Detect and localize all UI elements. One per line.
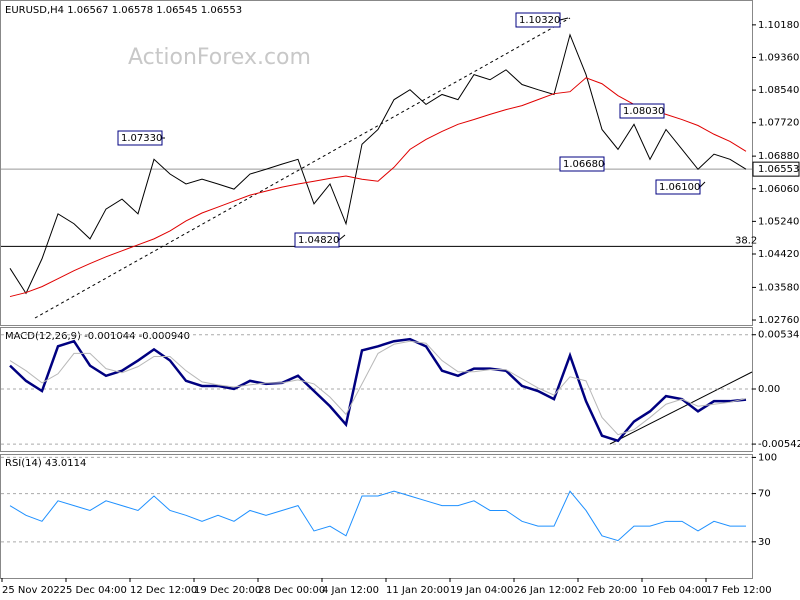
y-tick-label: 70	[758, 489, 771, 500]
trend-line	[34, 17, 571, 319]
x-tick-label: 4 Jan 12:00	[322, 585, 379, 596]
macd-panel	[0, 327, 753, 452]
x-tick-label: 17 Feb 12:00	[706, 585, 772, 596]
y-tick-label: 1.07720	[758, 118, 799, 129]
y-tick-label: 1.05240	[758, 216, 799, 227]
y-tick-label: 0.00534	[758, 330, 799, 341]
rsi-title: RSI(14) 43.0114	[5, 458, 86, 469]
annotation-box	[294, 232, 340, 248]
macd-trend-line	[609, 371, 753, 445]
annotation-box	[559, 156, 605, 172]
y-tick-label: 1.06060	[758, 184, 799, 195]
x-tick-label: 11 Jan 20:00	[386, 585, 449, 596]
annotation: 1.07330	[121, 133, 162, 144]
last-price-label: 1.06553	[758, 164, 799, 175]
annotation: 38.2	[735, 235, 757, 246]
annotation: 1.06680	[563, 159, 604, 170]
macd-title: MACD(12,26,9) -0.001044 -0.000940	[5, 331, 190, 342]
x-tick-label: 28 Dec 00:00	[258, 585, 325, 596]
chart-title: EURUSD,H4 1.06567 1.06578 1.06545 1.0655…	[5, 5, 242, 16]
y-tick-label: 1.04420	[758, 249, 799, 260]
annotation: 1.08030	[623, 106, 664, 117]
x-tick-label: 19 Jan 04:00	[450, 585, 513, 596]
x-tick-label: 2 Feb 20:00	[578, 585, 637, 596]
y-tick-label: 0.00	[758, 384, 780, 395]
annotation-box	[117, 130, 163, 146]
x-tick-label: 10 Feb 04:00	[642, 585, 708, 596]
y-tick-label: 1.09360	[758, 52, 799, 63]
x-tick-label: 12 Dec 12:00	[130, 585, 197, 596]
last-price-box	[752, 161, 800, 177]
series-line	[9, 490, 747, 542]
x-tick-label: 19 Dec 20:00	[194, 585, 261, 596]
annotation-box	[619, 103, 665, 119]
y-tick-label: 1.06880	[758, 151, 799, 162]
annotation: 1.04820	[298, 235, 339, 246]
y-tick-label: 1.03580	[758, 282, 799, 293]
annotation-box	[515, 12, 561, 28]
x-tick-label: 26 Jan 12:00	[514, 585, 577, 596]
annotation-leader	[559, 17, 569, 21]
watermark: ActionForex.com	[128, 45, 311, 70]
y-tick-label: 100	[758, 452, 777, 463]
x-tick-label: 5 Dec 04:00	[66, 585, 127, 596]
y-tick-label: 30	[758, 537, 771, 548]
y-tick-label: 1.08540	[758, 85, 799, 96]
series-line	[9, 33, 747, 295]
y-tick-label: 1.02760	[758, 315, 799, 326]
annotation-leader	[699, 181, 706, 188]
series-line	[9, 77, 747, 298]
annotation: 1.10320	[519, 15, 560, 26]
rsi-panel	[0, 454, 753, 579]
annotation-box	[655, 179, 701, 195]
y-tick-label: 1.10180	[758, 20, 799, 31]
series-line	[9, 337, 747, 443]
series-line	[9, 340, 747, 436]
annotation-leader	[338, 234, 346, 241]
x-tick-label: 25 Nov 2022	[2, 585, 66, 596]
annotation: 1.06100	[659, 182, 700, 193]
